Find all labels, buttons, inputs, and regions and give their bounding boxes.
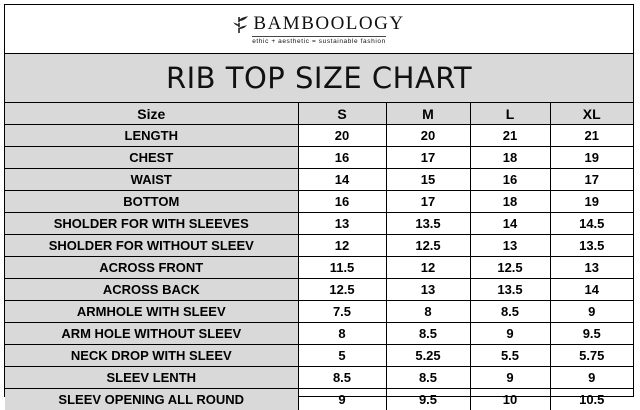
table-row: SLEEV OPENING ALL ROUND 9 9.5 10 10.5	[5, 389, 633, 410]
size-chart-sheet: BAMBOOLOGY ethic + aesthetic = sustainab…	[4, 4, 634, 397]
cell-xl: 14.5	[550, 213, 633, 235]
brand-tagline: ethic + aesthetic = sustainable fashion	[252, 36, 386, 45]
cell-l: 9	[470, 367, 550, 389]
cell-s: 7.5	[298, 301, 386, 323]
cell-xl: 17	[550, 169, 633, 191]
cell-l: 10	[470, 389, 550, 410]
cell-l: 9	[470, 323, 550, 345]
cell-s: 13	[298, 213, 386, 235]
cell-m: 12.5	[386, 235, 470, 257]
cell-m: 8	[386, 301, 470, 323]
cell-xl: 19	[550, 147, 633, 169]
table-row: CHEST 16 17 18 19	[5, 147, 633, 169]
row-label: SLEEV OPENING ALL ROUND	[5, 389, 298, 410]
table-row: ARM HOLE WITHOUT SLEEV 8 8.5 9 9.5	[5, 323, 633, 345]
table-row: LENGTH 20 20 21 21	[5, 125, 633, 147]
cell-xl: 9	[550, 301, 633, 323]
size-table: Size S M L XL LENGTH 20 20 21 21 CHEST 1…	[5, 103, 633, 410]
cell-m: 15	[386, 169, 470, 191]
row-label: ARM HOLE WITHOUT SLEEV	[5, 323, 298, 345]
cell-s: 16	[298, 191, 386, 213]
cell-m: 8.5	[386, 367, 470, 389]
cell-m: 5.25	[386, 345, 470, 367]
chart-title: RIB TOP SIZE CHART	[5, 54, 633, 103]
cell-xl: 13	[550, 257, 633, 279]
bamboo-leaf-icon	[233, 14, 253, 34]
cell-s: 8	[298, 323, 386, 345]
cell-l: 5.5	[470, 345, 550, 367]
brand-header: BAMBOOLOGY ethic + aesthetic = sustainab…	[5, 5, 633, 54]
cell-l: 14	[470, 213, 550, 235]
cell-l: 13.5	[470, 279, 550, 301]
cell-s: 5	[298, 345, 386, 367]
header-m: M	[386, 103, 470, 125]
cell-l: 16	[470, 169, 550, 191]
cell-l: 18	[470, 191, 550, 213]
row-label: BOTTOM	[5, 191, 298, 213]
cell-s: 20	[298, 125, 386, 147]
cell-xl: 13.5	[550, 235, 633, 257]
cell-xl: 10.5	[550, 389, 633, 410]
cell-xl: 21	[550, 125, 633, 147]
header-s: S	[298, 103, 386, 125]
cell-s: 12.5	[298, 279, 386, 301]
row-label: LENGTH	[5, 125, 298, 147]
table-row: ARMHOLE WITH SLEEV 7.5 8 8.5 9	[5, 301, 633, 323]
cell-s: 11.5	[298, 257, 386, 279]
cell-l: 21	[470, 125, 550, 147]
table-row: SLEEV LENTH 8.5 8.5 9 9	[5, 367, 633, 389]
row-label: ARMHOLE WITH SLEEV	[5, 301, 298, 323]
row-label: SHOLDER FOR WITH SLEEVES	[5, 213, 298, 235]
row-label: SLEEV LENTH	[5, 367, 298, 389]
row-label: WAIST	[5, 169, 298, 191]
cell-m: 13	[386, 279, 470, 301]
table-row: BOTTOM 16 17 18 19	[5, 191, 633, 213]
header-l: L	[470, 103, 550, 125]
cell-m: 17	[386, 147, 470, 169]
cell-m: 13.5	[386, 213, 470, 235]
cell-xl: 19	[550, 191, 633, 213]
row-label: SHOLDER FOR WITHOUT SLEEV	[5, 235, 298, 257]
cell-xl: 14	[550, 279, 633, 301]
brand-logo: BAMBOOLOGY	[233, 14, 404, 34]
table-row: SHOLDER FOR WITH SLEEVES 13 13.5 14 14.5	[5, 213, 633, 235]
cell-m: 17	[386, 191, 470, 213]
cell-m: 8.5	[386, 323, 470, 345]
table-row: SHOLDER FOR WITHOUT SLEEV 12 12.5 13 13.…	[5, 235, 633, 257]
table-row: ACROSS BACK 12.5 13 13.5 14	[5, 279, 633, 301]
cell-s: 9	[298, 389, 386, 410]
cell-s: 12	[298, 235, 386, 257]
row-label: ACROSS FRONT	[5, 257, 298, 279]
cell-m: 20	[386, 125, 470, 147]
cell-l: 13	[470, 235, 550, 257]
row-label: NECK DROP WITH SLEEV	[5, 345, 298, 367]
cell-m: 9.5	[386, 389, 470, 410]
cell-l: 8.5	[470, 301, 550, 323]
cell-l: 18	[470, 147, 550, 169]
row-label: CHEST	[5, 147, 298, 169]
cell-s: 16	[298, 147, 386, 169]
brand-name: BAMBOOLOGY	[253, 14, 404, 34]
cell-s: 8.5	[298, 367, 386, 389]
row-label: ACROSS BACK	[5, 279, 298, 301]
table-row: NECK DROP WITH SLEEV 5 5.25 5.5 5.75	[5, 345, 633, 367]
table-row: ACROSS FRONT 11.5 12 12.5 13	[5, 257, 633, 279]
cell-xl: 9.5	[550, 323, 633, 345]
cell-l: 12.5	[470, 257, 550, 279]
table-row: WAIST 14 15 16 17	[5, 169, 633, 191]
cell-xl: 5.75	[550, 345, 633, 367]
cell-xl: 9	[550, 367, 633, 389]
cell-m: 12	[386, 257, 470, 279]
header-xl: XL	[550, 103, 633, 125]
cell-s: 14	[298, 169, 386, 191]
header-size: Size	[5, 103, 298, 125]
table-header-row: Size S M L XL	[5, 103, 633, 125]
